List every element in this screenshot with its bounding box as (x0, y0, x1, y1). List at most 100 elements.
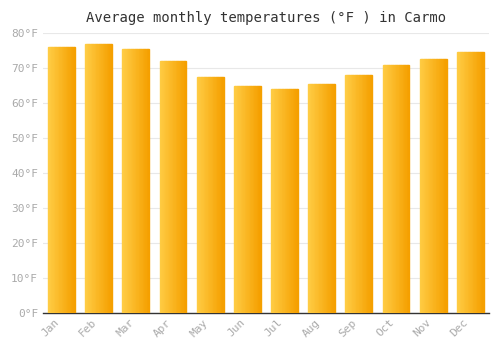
Bar (63, 47, 64, 313)
Bar (56, 47, 58, 313)
Bar (324, 84, 326, 313)
Bar (444, 60, 445, 313)
Bar (286, 89, 287, 313)
Bar (141, 49, 142, 313)
Bar (364, 75, 366, 313)
Bar (474, 52, 476, 313)
Bar (213, 77, 214, 313)
Bar (469, 52, 470, 313)
Bar (284, 89, 286, 313)
Bar (206, 77, 208, 313)
Bar (314, 84, 315, 313)
Bar (331, 84, 332, 313)
Bar (433, 60, 434, 313)
Bar (254, 86, 256, 313)
Bar (437, 60, 438, 313)
Bar (311, 84, 312, 313)
Bar (280, 89, 282, 313)
Bar (170, 61, 172, 313)
Bar (445, 60, 446, 313)
Bar (458, 52, 460, 313)
Bar (90, 44, 92, 313)
Bar (184, 61, 185, 313)
Bar (110, 44, 111, 313)
Bar (124, 49, 125, 313)
Bar (292, 89, 294, 313)
Bar (244, 86, 246, 313)
Bar (422, 60, 424, 313)
Bar (72, 47, 74, 313)
Title: Average monthly temperatures (°F ) in Carmo: Average monthly temperatures (°F ) in Ca… (86, 11, 446, 25)
Bar (320, 84, 322, 313)
Bar (334, 84, 335, 313)
Bar (180, 61, 181, 313)
Bar (210, 77, 212, 313)
Bar (200, 77, 201, 313)
Bar (70, 47, 71, 313)
Bar (441, 60, 442, 313)
Bar (396, 65, 398, 313)
Bar (137, 49, 138, 313)
Bar (283, 89, 284, 313)
Bar (94, 44, 96, 313)
Bar (466, 52, 468, 313)
Bar (250, 86, 252, 313)
Bar (291, 89, 292, 313)
Bar (67, 47, 68, 313)
Bar (271, 89, 272, 313)
Bar (138, 49, 140, 313)
Bar (104, 44, 106, 313)
Bar (142, 49, 144, 313)
Bar (428, 60, 429, 313)
Bar (96, 44, 98, 313)
Bar (71, 47, 72, 313)
Bar (58, 47, 59, 313)
Bar (288, 89, 290, 313)
Bar (197, 77, 198, 313)
Bar (472, 52, 473, 313)
Bar (160, 61, 161, 313)
Bar (52, 47, 54, 313)
Bar (106, 44, 108, 313)
Bar (312, 84, 314, 313)
Bar (140, 49, 141, 313)
Bar (185, 61, 186, 313)
Bar (208, 77, 209, 313)
Bar (182, 61, 184, 313)
Bar (146, 49, 148, 313)
Bar (406, 65, 408, 313)
Bar (282, 89, 283, 313)
Bar (55, 47, 56, 313)
Bar (218, 77, 220, 313)
Bar (234, 86, 235, 313)
Bar (274, 89, 275, 313)
Bar (178, 61, 180, 313)
Bar (246, 86, 248, 313)
Bar (66, 47, 67, 313)
Bar (111, 44, 112, 313)
Bar (74, 47, 75, 313)
Bar (355, 75, 356, 313)
Bar (275, 89, 276, 313)
Bar (126, 49, 128, 313)
Bar (370, 75, 371, 313)
Bar (322, 84, 323, 313)
Bar (438, 60, 440, 313)
Bar (54, 47, 55, 313)
Bar (64, 47, 66, 313)
Bar (388, 65, 390, 313)
Bar (98, 44, 100, 313)
Bar (296, 89, 298, 313)
Bar (221, 77, 222, 313)
Bar (51, 47, 52, 313)
Bar (482, 52, 484, 313)
Bar (168, 61, 169, 313)
Bar (279, 89, 280, 313)
Bar (477, 52, 478, 313)
Bar (436, 60, 437, 313)
Bar (464, 52, 465, 313)
Bar (220, 77, 221, 313)
Bar (461, 52, 462, 313)
Bar (368, 75, 370, 313)
Bar (62, 47, 63, 313)
